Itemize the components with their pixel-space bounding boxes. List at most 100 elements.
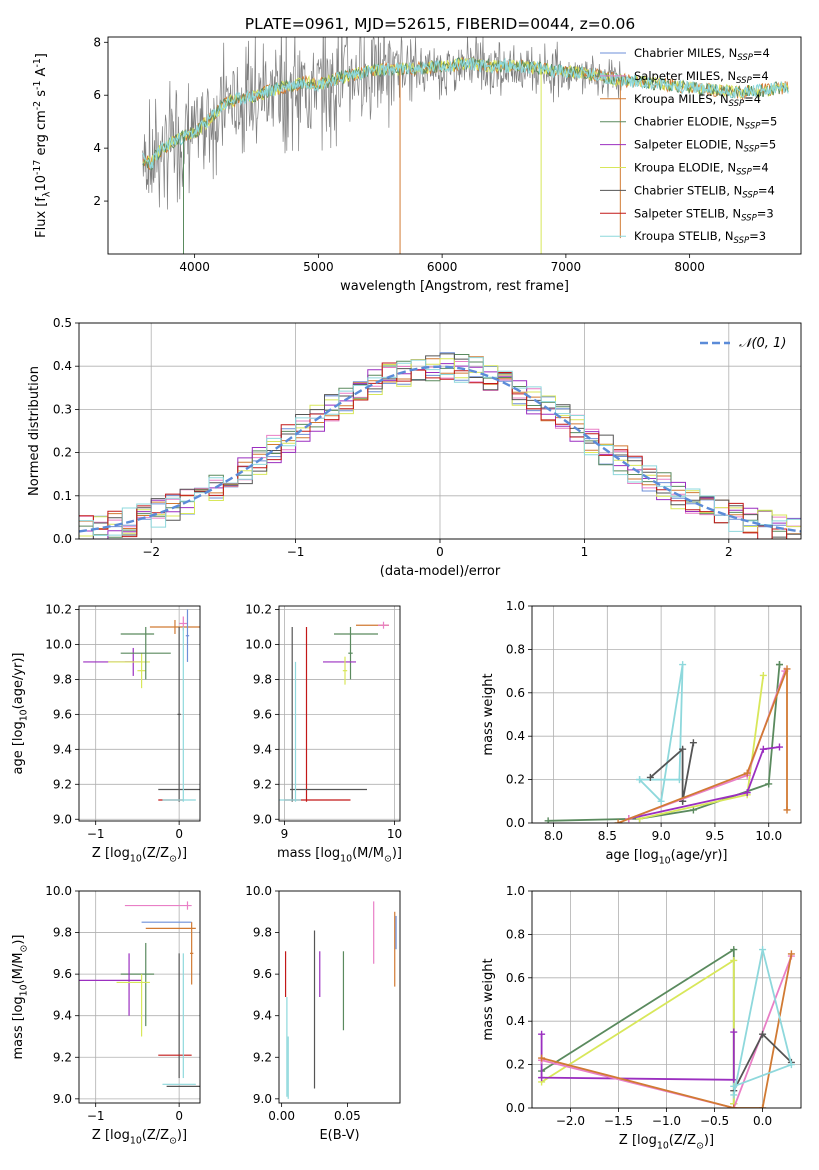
weight-marker [614, 819, 622, 823]
x-tick-label: 10 [387, 827, 402, 841]
x-tick-label: −1 [287, 545, 305, 559]
legend-label: 𝒩(0, 1) [739, 336, 786, 351]
y-tick-label: 0.0 [506, 1101, 525, 1115]
x-tick-label: 9 [281, 827, 289, 841]
y-tick-label: 9.6 [253, 707, 272, 721]
weight-marker [787, 1061, 795, 1069]
panel-ebv-mass: 0.00 0.05 9.0 9.2 9.4 9.6 9.8 10.0 E(B-V) [245, 884, 401, 1143]
weight-marker [538, 1054, 546, 1062]
label-part: (M/M [352, 846, 384, 861]
y-tick-label: 2 [93, 194, 101, 208]
label-part: age [log [11, 721, 26, 774]
x-tick-label: −0.5 [700, 1114, 729, 1128]
y-tick-label: 9.2 [53, 777, 72, 791]
y-tick-label: 10.2 [45, 602, 72, 616]
y-tick-label: 0.6 [506, 971, 525, 985]
legend-sub: SSP [742, 190, 758, 200]
x-tick-label: −2 [142, 545, 160, 559]
y-tick-label: 10.2 [245, 602, 272, 616]
x-tick-label: 2 [725, 545, 733, 559]
label-part: 10 [19, 709, 30, 721]
y-tick-label: 0.4 [506, 1014, 525, 1028]
label-part: wavelength [Angstrom, rest frame] [340, 279, 569, 294]
y-tick-label: 0.5 [53, 316, 72, 330]
y-tick-label: 0.4 [506, 729, 525, 743]
label-part: Z [log [92, 1128, 130, 1143]
weight-marker [730, 1091, 738, 1099]
weight-marker [646, 773, 654, 781]
plot-frame [78, 322, 802, 540]
x-tick-label: 0 [175, 827, 183, 841]
label-part: (M/M [11, 952, 26, 984]
y-tick-label: 8 [93, 35, 101, 49]
legend-text: Kroupa STELIB, N [634, 229, 734, 243]
label-part: Z [log [619, 1133, 657, 1148]
weight-marker [759, 745, 767, 753]
x-tick-label: 10.0 [755, 829, 782, 843]
x-axis-label: Z [log10(Z/Z⊙)] [619, 1133, 714, 1152]
label-part: )] [704, 1133, 714, 1148]
y-axis-label: Normed distribution [27, 366, 42, 496]
legend-tail: =4 [744, 92, 761, 106]
legend-label: Chabrier STELIB, NSSP=4 [634, 183, 775, 200]
legend-sub: SSP [745, 122, 761, 132]
y-tick-label: 0.0 [506, 816, 525, 830]
weight-marker [679, 745, 687, 753]
legend-tail: =5 [759, 138, 776, 152]
x-tick-label: −1 [87, 1109, 105, 1123]
x-axis-label: Z [log10(Z/Z⊙)] [92, 846, 187, 865]
legend-sub: SSP [734, 236, 750, 246]
label-part: )] [11, 934, 26, 944]
label-part: )] [177, 1128, 187, 1143]
x-tick-label: 4000 [179, 260, 210, 274]
weight-line-c1 [541, 955, 793, 1108]
weight-marker [743, 789, 751, 797]
plot-frame [107, 36, 802, 255]
residual-histogram-c7 [79, 362, 801, 539]
weight-marker [538, 1030, 546, 1038]
panel-age-weight: 8.0 8.5 9.0 9.5 10.0 0.0 0.2 0.4 0.6 0.8 1.0 age [l… [481, 599, 802, 867]
legend-sub: SSP [736, 76, 752, 86]
y-tick-label: 0.2 [506, 773, 525, 787]
chart-panels: 4000 5000 6000 7000 8000 2 4 6 8 wavelength [Angs… [11, 35, 802, 1152]
y-tick-label: 9.2 [53, 1050, 72, 1064]
label-part: -2 [32, 101, 43, 110]
label-part: 10 [340, 854, 352, 865]
panel-z-age: −1 09.09.29.49.69.810.010.2Z [log10(Z/Z⊙)… [11, 602, 201, 865]
x-tick-label: 6000 [427, 260, 458, 274]
y-tick-label: 9.4 [253, 742, 272, 756]
label-part: ⊙ [19, 945, 30, 953]
label-part: erg cm [34, 110, 49, 159]
legend-text: Salpeter ELODIE, N [634, 138, 744, 152]
y-tick-label: 9.8 [253, 926, 272, 940]
y-tick-label: 0.8 [506, 927, 525, 941]
weight-marker [775, 661, 783, 669]
y-axis-label: age [log10(age/yr)] [11, 652, 30, 774]
y-tick-label: 9.4 [53, 742, 72, 756]
label-part: (age/yr)] [11, 652, 26, 709]
legend-text: Salpeter STELIB, N [634, 206, 741, 220]
y-tick-label: 0.0 [53, 532, 72, 546]
plot-area [79, 901, 200, 1087]
x-tick-label: 0.0 [753, 1114, 772, 1128]
y-tick-label: 9.0 [53, 812, 72, 826]
weight-marker [759, 1104, 767, 1108]
y-tick-label: 9.2 [253, 1050, 272, 1064]
legend-tail: =3 [749, 229, 766, 243]
legend-label: Kroupa MILES, NSSP=4 [634, 92, 761, 109]
label-part: (age/yr)] [671, 848, 728, 863]
model-spectrum-c8 [142, 57, 789, 169]
weight-line-c4 [628, 746, 780, 820]
label-part: 10 [659, 856, 671, 867]
plot-area [284, 901, 397, 1099]
residual-histogram-c5 [79, 358, 801, 537]
plot-area [538, 946, 795, 1108]
y-tick-label: 0.8 [506, 642, 525, 656]
legend-label: Kroupa STELIB, NSSP=3 [634, 229, 766, 246]
label-part: mass weight [481, 673, 496, 755]
label-part: 10 [19, 984, 30, 996]
weight-marker [730, 946, 738, 954]
weight-marker [730, 1028, 738, 1036]
legend-text: Kroupa ELODIE, N [634, 161, 736, 175]
